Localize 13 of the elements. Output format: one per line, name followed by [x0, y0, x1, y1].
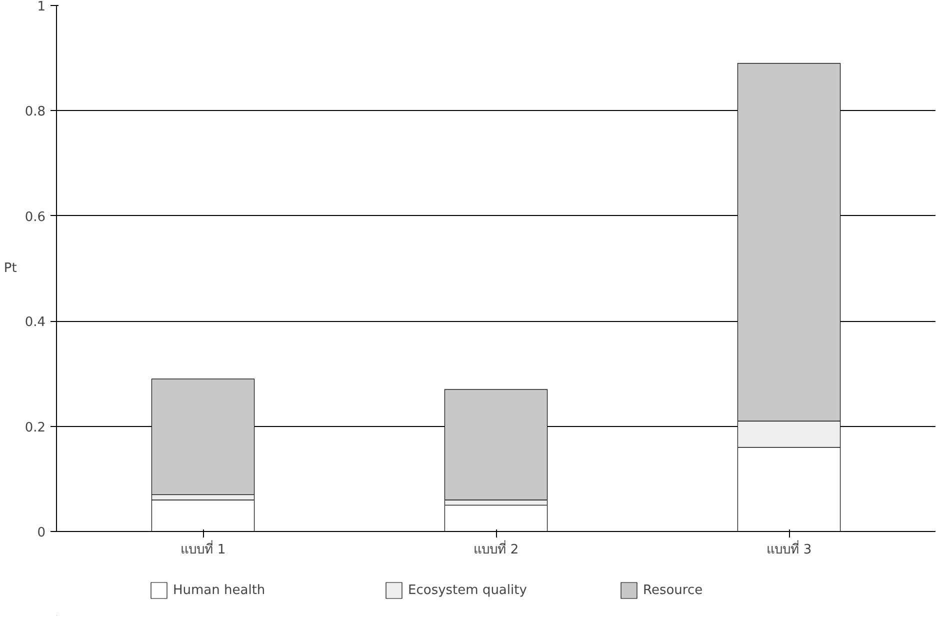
x-tick-label: แบบที่ 2	[473, 540, 519, 558]
y-tick-label: 1	[37, 0, 46, 14]
y-tick-label: 0.6	[24, 210, 46, 225]
y-axis-title: Pt	[4, 261, 17, 276]
legend-label: Ecosystem quality	[408, 582, 528, 598]
y-tick-label: 0.2	[24, 420, 46, 436]
legend-label: Human health	[173, 582, 266, 598]
y-tick-label: 0.4	[24, 315, 46, 330]
x-tick-label: แบบที่ 3	[766, 540, 812, 558]
y-tick-label: 0.8	[24, 104, 46, 120]
x-tick-label: แบบที่ 1	[180, 540, 226, 558]
y-tick-label: 0	[37, 526, 46, 540]
legend-label: Resource	[643, 582, 704, 598]
